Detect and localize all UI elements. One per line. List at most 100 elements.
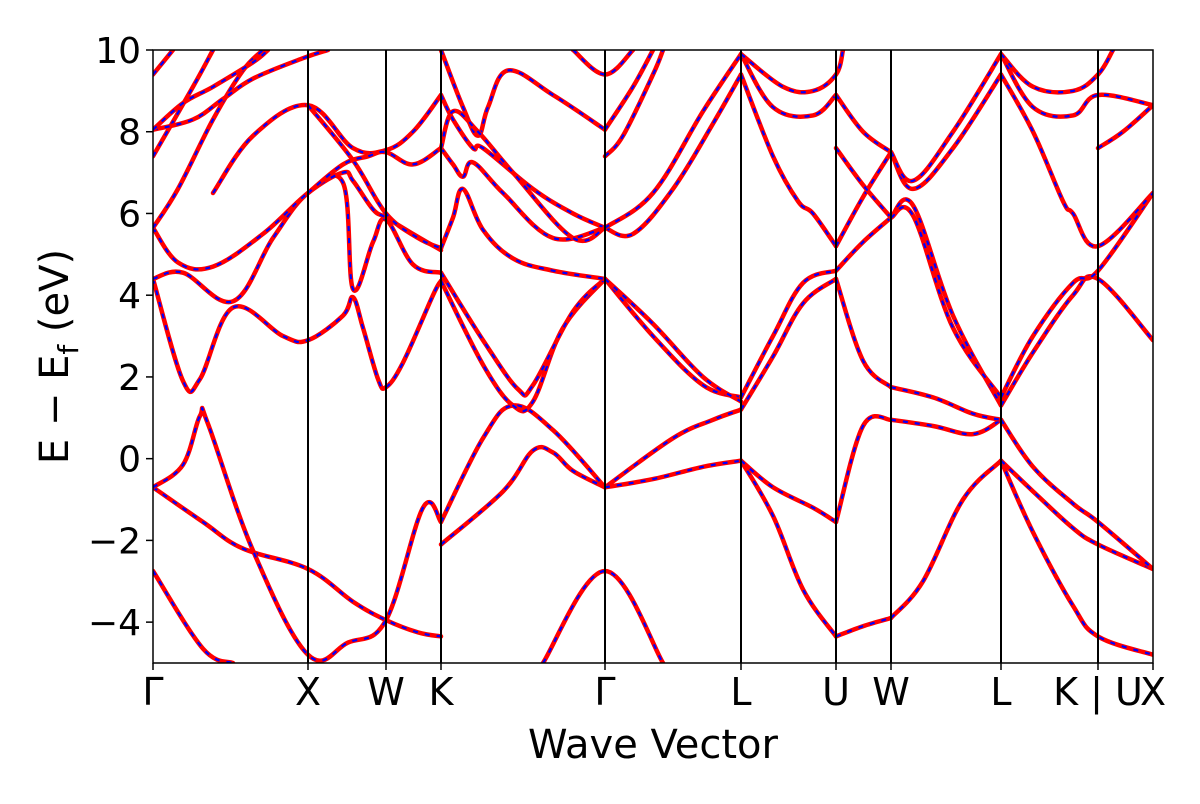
- band-line-red-0: [153, 568, 236, 663]
- y-axis-label-unit: (eV): [32, 249, 78, 345]
- band-line-blue-44: [835, 151, 892, 247]
- y-axis-label-subscript: f: [52, 344, 85, 355]
- band-line-blue-21: [439, 50, 606, 137]
- band-line-blue-27: [604, 278, 742, 403]
- band-line-red-35: [738, 276, 839, 412]
- plot-frame: [152, 49, 1154, 664]
- band-line-red-37: [738, 72, 839, 249]
- band-line-blue-45: [835, 94, 892, 154]
- band-line-blue-23: [542, 569, 664, 663]
- band-line-red-18: [438, 186, 608, 282]
- band-line-red-34: [738, 458, 839, 525]
- band-line-blue-56: [1000, 419, 1153, 570]
- band-line-blue-41: [834, 415, 892, 523]
- y-tick-label-1: 8: [118, 113, 141, 154]
- band-line-blue-54: [999, 460, 1153, 656]
- band-line-blue-5: [153, 170, 442, 271]
- band-line-red-52: [888, 72, 1004, 192]
- x-tick-label-9: K | U: [1053, 670, 1143, 715]
- band-line-red-62: [1095, 102, 1153, 151]
- band-line-blue-22: [439, 109, 606, 242]
- band-line-red-19: [438, 145, 608, 242]
- band-line-blue-0: [153, 570, 234, 663]
- y-tick-label-2: 6: [118, 194, 141, 235]
- band-line-blue-37: [739, 74, 837, 247]
- kpoint-lines: [307, 50, 1099, 663]
- band-line-blue-39: [740, 50, 845, 94]
- band-line-blue-13: [307, 147, 442, 194]
- x-tick-label-0: Γ: [142, 670, 163, 714]
- bands-layer: [153, 50, 1153, 663]
- band-line-red-23: [540, 568, 666, 663]
- band-line-blue-31: [604, 50, 654, 131]
- band-line-blue-47: [890, 459, 1002, 619]
- band-line-blue-58: [1000, 192, 1153, 398]
- y-axis-label: E − Ef (eV): [32, 249, 85, 464]
- band-line-blue-38: [740, 53, 837, 118]
- band-line-blue-26: [604, 278, 742, 399]
- band-line-blue-43: [835, 216, 892, 272]
- y-tick-label-4: 2: [118, 358, 141, 399]
- x-tick-label-6: U: [822, 670, 850, 714]
- band-line-blue-57: [1000, 275, 1153, 407]
- band-line-blue-55: [1000, 459, 1153, 571]
- x-axis-label: Wave Vector: [528, 722, 779, 768]
- band-line-red-9: [153, 50, 271, 132]
- band-line-red-41: [833, 413, 894, 525]
- x-tick-label-5: L: [730, 670, 751, 714]
- band-line-red-53: [888, 51, 1004, 184]
- band-line-blue-35: [740, 277, 837, 411]
- x-tick-label-3: K: [429, 670, 455, 714]
- band-line-red-1: [153, 485, 444, 639]
- band-line-red-28: [602, 72, 744, 239]
- band-line-blue-29: [604, 53, 742, 229]
- band-line-blue-48: [890, 418, 1002, 436]
- band-line-blue-25: [604, 459, 742, 489]
- band-line-red-47: [888, 458, 1004, 621]
- band-line-red-59: [998, 72, 1153, 249]
- band-line-blue-24: [604, 408, 742, 489]
- band-line-red-45: [833, 92, 894, 155]
- band-line-blue-52: [890, 73, 1002, 190]
- band-line-blue-60: [1000, 53, 1153, 118]
- band-line-red-33: [738, 458, 839, 639]
- y-axis-label-main: E − E: [32, 355, 78, 465]
- band-line-red-49: [888, 384, 1004, 423]
- band-line-blue-61: [1000, 50, 1114, 94]
- band-line-blue-30: [604, 50, 665, 158]
- band-line-red-7: [153, 50, 216, 159]
- band-line-blue-3: [153, 278, 442, 393]
- band-line-blue-36: [740, 269, 837, 398]
- y-tick-label-0: 10: [95, 31, 141, 72]
- band-line-red-2: [153, 405, 444, 663]
- band-line-blue-16: [440, 278, 606, 413]
- band-line-blue-9: [153, 50, 269, 131]
- band-line-red-57: [998, 273, 1153, 408]
- band-line-red-60: [998, 51, 1153, 119]
- band-line-blue-11: [212, 94, 442, 194]
- band-line-blue-32: [572, 50, 634, 76]
- band-line-red-13: [305, 145, 444, 196]
- band-line-red-5: [153, 169, 444, 272]
- band-line-red-8: [153, 50, 331, 132]
- band-line-red-46: [833, 145, 894, 220]
- band-line-blue-4: [153, 174, 442, 304]
- band-line-red-17: [438, 270, 608, 398]
- band-line-red-30: [602, 50, 666, 159]
- y-tick-label-6: −2: [88, 521, 141, 562]
- x-tick-label-1: X: [295, 670, 321, 714]
- band-line-red-42: [833, 276, 894, 390]
- y-axis-ticks: 10 8 6 4 2 0 −2 −4: [88, 31, 153, 644]
- band-line-blue-51: [890, 206, 1002, 399]
- x-tick-label-2: W: [367, 670, 405, 714]
- band-line-red-21: [438, 50, 608, 139]
- band-line-blue-42: [834, 278, 892, 389]
- band-line-red-56: [998, 417, 1153, 572]
- band-line-blue-62: [1097, 104, 1153, 150]
- band-line-blue-8: [153, 50, 329, 131]
- band-line-red-3: [153, 276, 444, 395]
- band-line-blue-18: [439, 187, 606, 280]
